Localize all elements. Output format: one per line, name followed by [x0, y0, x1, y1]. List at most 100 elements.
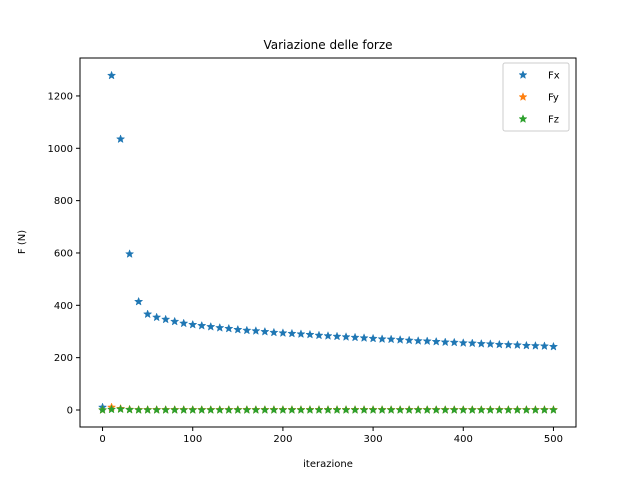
y-tick-label: 400 [54, 301, 73, 312]
data-point-fx [251, 326, 261, 335]
data-point-fz [332, 405, 342, 414]
data-point-fz [188, 405, 198, 414]
data-point-fx [106, 70, 117, 80]
data-point-fx [368, 333, 378, 343]
data-point-fz [521, 405, 532, 414]
data-point-fz [458, 405, 468, 414]
legend-label-fy: Fy [548, 93, 559, 104]
data-point-fz [359, 405, 369, 414]
legend-box [502, 62, 570, 132]
data-point-fx [449, 337, 459, 347]
data-point-fz [260, 405, 270, 414]
data-point-fz [377, 405, 387, 414]
axes-frame [79, 57, 577, 428]
data-point-fz [269, 405, 279, 414]
data-point-fx [151, 312, 162, 322]
data-point-fx [359, 333, 369, 342]
data-point-fz [539, 405, 550, 414]
data-point-fx [440, 337, 450, 347]
y-tick-label: 600 [54, 248, 73, 259]
data-point-fx [422, 336, 432, 346]
data-point-fz [395, 405, 405, 414]
data-point-fx [242, 325, 252, 335]
data-point-fz [233, 405, 243, 414]
data-point-fx [170, 316, 180, 326]
data-point-fx [188, 319, 198, 329]
data-point-fz [142, 405, 153, 414]
data-point-fx [278, 328, 288, 338]
data-point-fz [296, 405, 306, 414]
data-point-fz [242, 405, 252, 414]
legend-label-fz: Fz [548, 115, 559, 126]
data-point-fx [296, 329, 306, 339]
data-point-fx [224, 323, 234, 333]
data-point-fz [161, 405, 171, 414]
data-point-fz [251, 405, 261, 414]
data-point-fz [422, 405, 432, 414]
data-point-fz [512, 405, 523, 414]
data-point-fz [323, 405, 333, 414]
data-point-fx [124, 249, 135, 258]
data-point-fx [133, 296, 144, 306]
x-tick-label: 100 [183, 434, 202, 445]
data-point-fx [323, 331, 333, 340]
data-point-fx [476, 338, 486, 348]
data-point-fx [233, 324, 243, 334]
data-point-fx [206, 321, 216, 331]
data-point-fz [431, 405, 441, 414]
data-point-fz [449, 405, 459, 414]
data-point-fx [431, 336, 441, 346]
data-point-fz [152, 405, 162, 414]
data-point-fx [161, 314, 171, 324]
data-point-fx [142, 309, 153, 319]
data-point-fx [386, 334, 396, 344]
data-point-fz [224, 405, 234, 414]
data-point-fz [133, 405, 144, 414]
data-point-fx [404, 335, 414, 345]
legend: Fx Fy Fz [502, 62, 570, 132]
data-point-fz [341, 405, 351, 414]
data-point-fz [503, 405, 514, 414]
data-point-fx [179, 318, 189, 328]
data-point-fz [440, 405, 450, 414]
data-point-fx [350, 332, 360, 342]
data-point-fz [368, 405, 378, 414]
data-point-fz [314, 405, 324, 414]
data-point-fz [350, 405, 360, 414]
x-tick-label: 500 [544, 434, 563, 445]
data-point-fx [413, 336, 423, 345]
data-point-fx [467, 338, 477, 348]
y-tick-label: 1200 [48, 91, 73, 102]
data-point-fz [467, 405, 477, 414]
data-point-fx [269, 327, 279, 337]
data-point-fx [305, 329, 315, 339]
data-point-fx [494, 339, 505, 349]
x-tick-label: 0 [99, 434, 105, 445]
data-point-fz [485, 405, 495, 414]
data-point-fz [287, 405, 297, 414]
x-tick-label: 400 [454, 434, 473, 445]
x-tick-label: 200 [273, 434, 292, 445]
data-point-fz [413, 405, 423, 414]
data-point-fx [197, 320, 207, 330]
data-point-fx [395, 334, 405, 344]
data-point-fx [458, 338, 468, 347]
data-point-fx [115, 134, 126, 144]
data-point-fx [287, 328, 297, 338]
data-point-fx [521, 340, 532, 350]
y-axis-label: F (N) [17, 230, 28, 254]
data-point-fz [124, 404, 135, 414]
data-point-fz [179, 405, 189, 414]
data-point-fz [215, 405, 225, 414]
series-fz [97, 404, 559, 414]
x-axis-label: iterazione [303, 459, 353, 470]
data-point-fx [314, 330, 324, 340]
data-point-fx [485, 339, 495, 349]
y-tick-label: 1000 [48, 144, 73, 155]
data-point-fx [260, 326, 270, 336]
data-point-fx [332, 331, 342, 341]
data-point-fx [503, 339, 514, 349]
data-point-fx [377, 334, 387, 344]
data-point-fz [476, 405, 486, 414]
